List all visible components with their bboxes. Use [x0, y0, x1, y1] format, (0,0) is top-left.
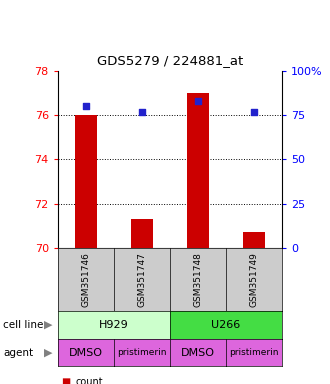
- Text: ▶: ▶: [44, 320, 53, 330]
- Text: ▶: ▶: [44, 348, 53, 358]
- Text: DMSO: DMSO: [69, 348, 103, 358]
- Text: count: count: [76, 377, 104, 384]
- Text: ■: ■: [61, 377, 70, 384]
- Bar: [131, 219, 153, 248]
- Text: pristimerin: pristimerin: [117, 348, 167, 357]
- Text: U266: U266: [212, 320, 241, 330]
- Text: cell line: cell line: [3, 320, 44, 330]
- Text: GSM351749: GSM351749: [249, 252, 259, 307]
- Bar: [187, 93, 209, 248]
- Text: pristimerin: pristimerin: [229, 348, 279, 357]
- Text: agent: agent: [3, 348, 33, 358]
- Point: [195, 98, 201, 104]
- Text: DMSO: DMSO: [181, 348, 215, 358]
- Text: GSM351746: GSM351746: [81, 252, 90, 307]
- Point: [139, 109, 145, 115]
- Bar: [243, 232, 265, 248]
- Text: GSM351747: GSM351747: [137, 252, 147, 307]
- Bar: [75, 115, 97, 248]
- Text: H929: H929: [99, 320, 129, 330]
- Text: GSM351748: GSM351748: [193, 252, 203, 307]
- Point: [251, 109, 257, 115]
- Title: GDS5279 / 224881_at: GDS5279 / 224881_at: [97, 54, 243, 67]
- Point: [83, 103, 88, 109]
